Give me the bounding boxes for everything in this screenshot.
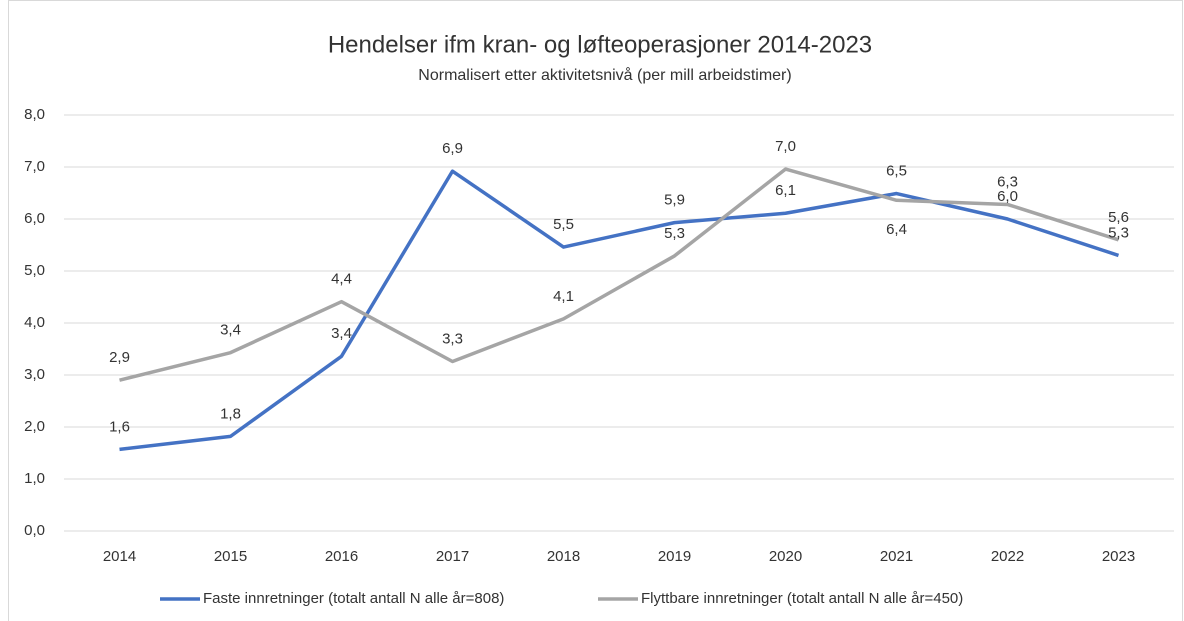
- data-label: 3,4: [331, 325, 352, 342]
- chart-title: Hendelser ifm kran- og løfteoperasjoner …: [328, 31, 872, 58]
- chart-frame: [8, 0, 1183, 621]
- y-tick-label: 4,0: [24, 314, 45, 331]
- x-tick-label: 2016: [325, 548, 358, 565]
- data-label: 3,3: [442, 330, 463, 347]
- y-tick-label: 2,0: [24, 418, 45, 435]
- x-tick-label: 2019: [658, 548, 691, 565]
- legend-label: Flyttbare innretninger (totalt antall N …: [641, 590, 963, 607]
- y-tick-label: 5,0: [24, 262, 45, 279]
- data-label: 1,8: [220, 405, 241, 422]
- chart-subtitle: Normalisert etter aktivitetsnivå (per mi…: [418, 66, 791, 84]
- y-tick-label: 6,0: [24, 210, 45, 227]
- y-tick-label: 3,0: [24, 366, 45, 383]
- data-label: 4,1: [553, 288, 574, 305]
- x-tick-label: 2014: [103, 548, 136, 565]
- data-label: 6,3: [997, 173, 1018, 190]
- data-label: 6,1: [775, 182, 796, 199]
- x-tick-label: 2020: [769, 548, 802, 565]
- x-tick-label: 2022: [991, 548, 1024, 565]
- data-label: 6,5: [886, 162, 907, 179]
- data-label: 6,9: [442, 140, 463, 157]
- y-tick-label: 0,0: [24, 522, 45, 539]
- y-tick-label: 7,0: [24, 158, 45, 175]
- x-tick-label: 2015: [214, 548, 247, 565]
- x-tick-label: 2017: [436, 548, 469, 565]
- legend-label: Faste innretninger (totalt antall N alle…: [203, 590, 504, 607]
- data-label: 3,4: [220, 322, 241, 339]
- data-label: 5,9: [664, 192, 685, 209]
- data-label: 5,3: [1108, 224, 1129, 241]
- y-tick-label: 1,0: [24, 470, 45, 487]
- data-label: 5,5: [553, 216, 574, 233]
- data-label: 5,3: [664, 225, 685, 242]
- line-series: [119, 169, 1120, 452]
- data-label: 5,6: [1108, 209, 1129, 226]
- y-tick-label: 8,0: [24, 106, 45, 123]
- data-label: 6,0: [997, 188, 1018, 205]
- data-label: 2,9: [109, 349, 130, 366]
- line-series: [119, 167, 1120, 382]
- x-tick-label: 2018: [547, 548, 580, 565]
- data-label: 7,0: [775, 138, 796, 155]
- data-label: 6,4: [886, 221, 907, 238]
- data-label: 4,4: [331, 271, 352, 288]
- x-tick-label: 2021: [880, 548, 913, 565]
- data-label: 1,6: [109, 418, 130, 435]
- x-tick-label: 2023: [1102, 548, 1135, 565]
